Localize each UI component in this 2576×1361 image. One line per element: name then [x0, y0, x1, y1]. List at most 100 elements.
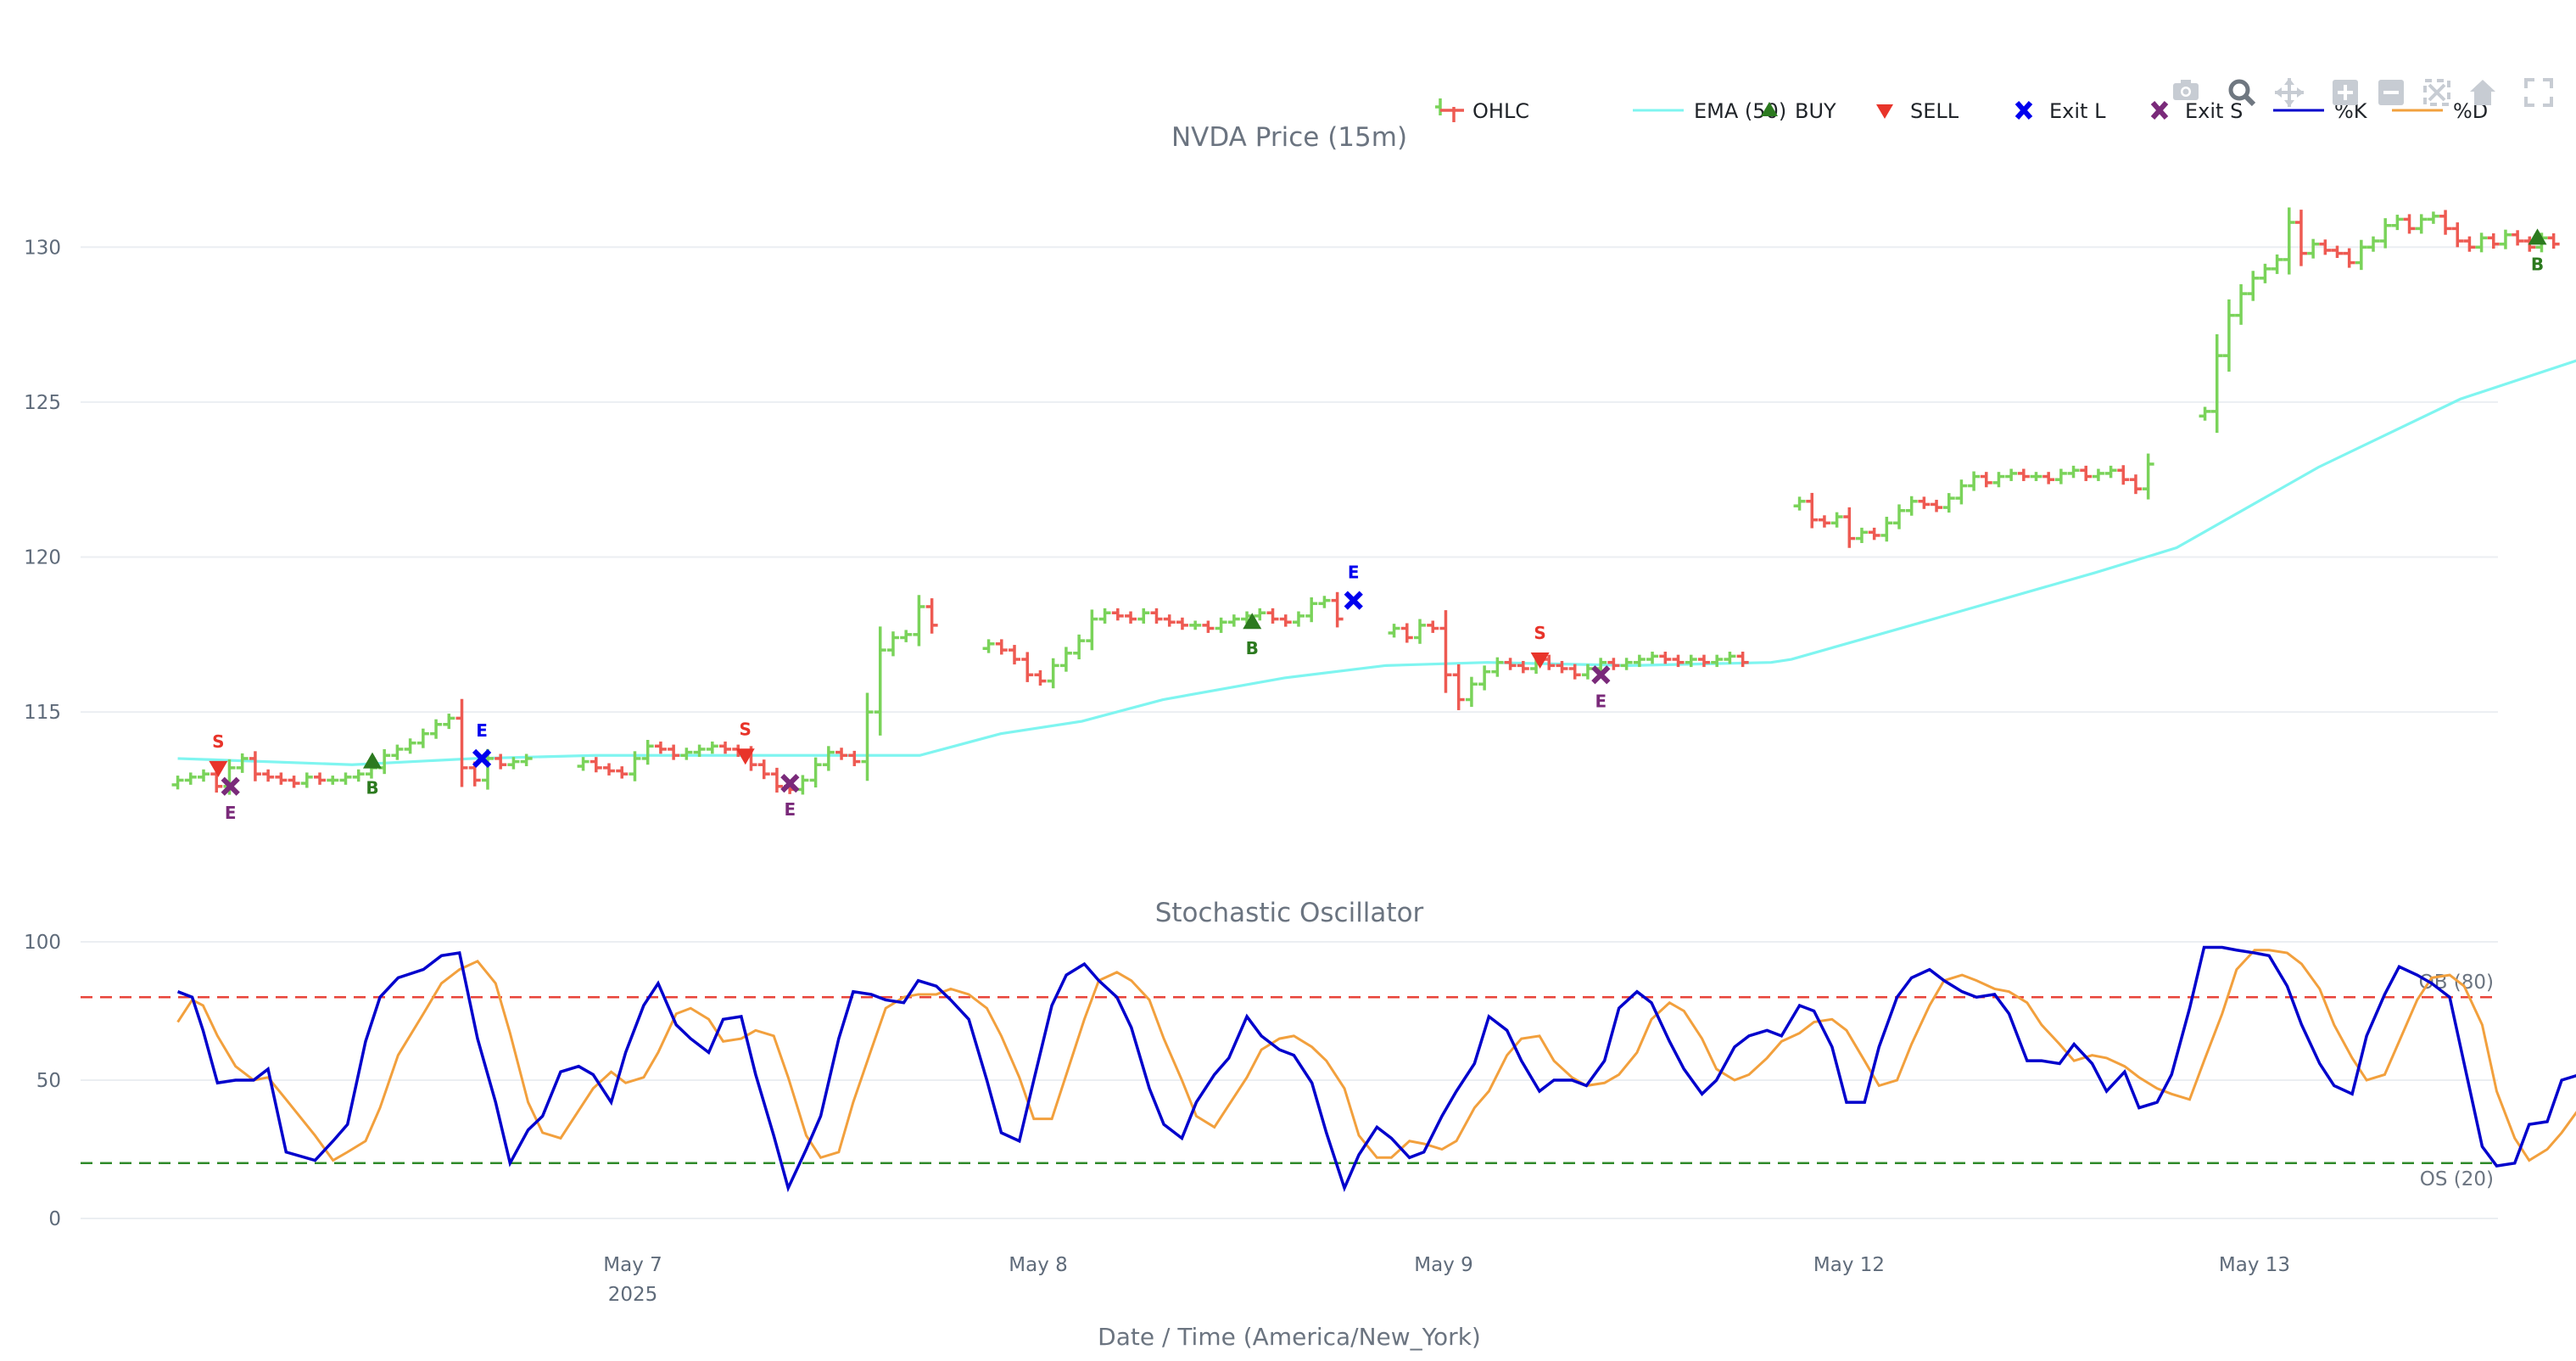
ohlc-bar: [2512, 230, 2524, 246]
ohlc-bar: [1189, 620, 1202, 630]
legend-item[interactable]: SELL: [1876, 99, 1959, 123]
price-y-tick-label: 120: [24, 547, 61, 569]
ohlc-bar: [1254, 608, 1266, 621]
ohlc-bar: [1931, 500, 1943, 512]
ohlc-bar: [835, 748, 848, 760]
ohlc-bar: [1659, 652, 1672, 664]
ohlc-bar: [1893, 504, 1906, 529]
plot-modebar: [2173, 78, 2553, 107]
ohlc-bar: [2451, 222, 2464, 248]
ohlc-bar: [1830, 512, 1843, 528]
ohlc-bar: [1047, 658, 1059, 689]
pan-icon[interactable]: [2275, 78, 2304, 107]
ohlc-bar: [1793, 496, 1806, 511]
ohlc-bar: [2199, 406, 2211, 421]
ohlc-bar: [1388, 624, 1400, 638]
legend-item[interactable]: BUY: [1761, 99, 1836, 123]
ohlc-bar: [1125, 611, 1137, 624]
ohlc-bar: [1266, 608, 1279, 624]
stochastic-chart-title: Stochastic Oscillator: [1155, 898, 1424, 928]
signal-label: B: [366, 778, 378, 798]
ohlc-bar: [495, 753, 507, 770]
ohlc-bar: [1279, 614, 1292, 627]
ohlc-bar: [2067, 465, 2080, 479]
ohlc-bar: [455, 698, 468, 787]
ohlc-bar: [1905, 496, 1918, 516]
ohlc-bar: [861, 692, 874, 781]
exit-short-marker: E: [780, 774, 800, 820]
buy-marker: B: [1243, 613, 1262, 658]
ohlc-bar: [1034, 669, 1047, 686]
stochastic-reference-lines: OB (80)OS (20): [81, 972, 2498, 1190]
ohlc-bar: [2331, 245, 2344, 258]
exit-short-marker: E: [1591, 665, 1611, 711]
ohlc-bar: [314, 772, 327, 785]
ohlc-bar: [1855, 527, 1868, 543]
ohlc-bar: [1111, 608, 1124, 621]
ohlc-bar: [1672, 654, 1685, 668]
ohlc-bar: [1318, 596, 1331, 608]
autoscale-icon[interactable]: [2423, 79, 2450, 106]
ohlc-bar: [404, 738, 416, 754]
ohlc-bar: [2307, 238, 2320, 259]
signal-label: S: [740, 719, 752, 739]
ohlc-bar: [1215, 617, 1227, 633]
ohlc-bar: [2475, 232, 2488, 253]
ohlc-bar: [1843, 507, 1856, 548]
ohlc-bar: [262, 769, 275, 782]
zoom-out-icon[interactable]: [2378, 80, 2404, 105]
ohlc-bar: [2092, 468, 2104, 481]
ohlc-bar: [1556, 660, 1568, 674]
ohlc-bar: [1059, 647, 1072, 672]
legend-item[interactable]: Exit S: [2150, 99, 2243, 123]
signal-label: S: [212, 731, 224, 752]
ohlc-bar: [629, 751, 641, 781]
ohlc-bar: [520, 753, 533, 766]
ohlc-bar: [1504, 658, 1517, 670]
ohlc-bar: [848, 750, 861, 766]
ohlc-bar: [339, 772, 352, 785]
ohlc-bar: [874, 626, 886, 736]
home-icon[interactable]: [2470, 80, 2495, 105]
stochastic-y-tick-label: 100: [24, 932, 61, 954]
x-tick-label: May 13: [2219, 1254, 2290, 1276]
ohlc-bar: [680, 748, 693, 760]
ohlc-bar: [1568, 664, 1581, 680]
legend-item[interactable]: Exit L: [2014, 99, 2106, 123]
reference-line-label: OS (20): [2420, 1168, 2494, 1190]
x-tick-sublabel: 2025: [608, 1284, 658, 1306]
ohlc-bar: [1685, 654, 1697, 668]
zoom-icon[interactable]: [2228, 79, 2256, 107]
ohlc-bar: [2283, 207, 2295, 275]
ohlc-bar: [925, 598, 938, 634]
ohlc-bar: [184, 772, 197, 785]
stochastic-series: [176, 945, 2576, 1193]
ohlc-bar: [1955, 479, 1968, 505]
ohlc-bar: [352, 769, 365, 782]
ohlc-bar: [2222, 299, 2235, 372]
ohlc-bar: [2271, 254, 2283, 274]
price-gridlines: [81, 246, 2498, 714]
ohlc-bar: [603, 763, 616, 776]
stochastic-y-tick-label: 0: [48, 1208, 61, 1230]
ohlc-bar: [1880, 517, 1893, 542]
fullscreen-icon[interactable]: [2524, 78, 2553, 107]
x-tick-label: May 8: [1009, 1254, 1068, 1276]
ohlc-bar: [1400, 623, 1413, 643]
legend-item[interactable]: OHLC: [1435, 98, 1529, 123]
ohlc-bar: [2415, 214, 2428, 234]
signal-label: E: [476, 720, 488, 741]
ohlc-bar: [430, 719, 443, 739]
zoom-in-icon[interactable]: [2333, 80, 2358, 105]
ohlc-bar: [198, 769, 210, 782]
ohlc-bar: [2427, 211, 2439, 224]
ohlc-bar: [1098, 608, 1111, 624]
ohlc-bar: [2403, 214, 2416, 234]
ohlc-bar: [2487, 232, 2500, 249]
signal-label: E: [1348, 563, 1360, 583]
ohlc-bar: [995, 639, 1008, 655]
ohlc-bar: [2235, 283, 2248, 325]
camera-icon[interactable]: [2173, 80, 2199, 100]
sell-marker: S: [1530, 623, 1550, 669]
